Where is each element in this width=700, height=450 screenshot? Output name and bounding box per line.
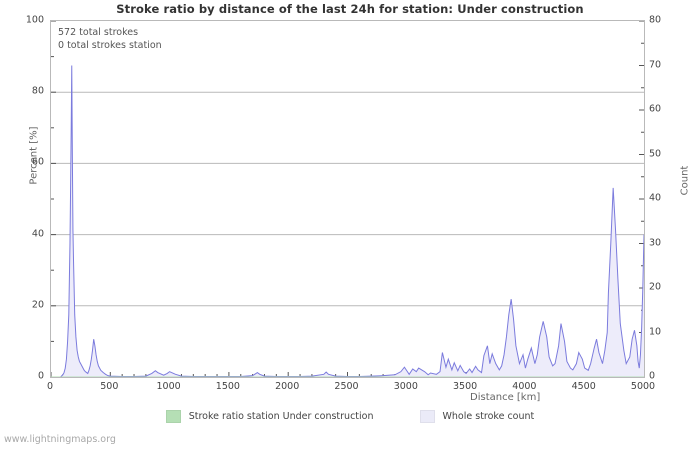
- x-tick-label: 1000: [156, 381, 181, 392]
- x-tick-label: 500: [100, 381, 119, 392]
- plot-area: [50, 20, 645, 378]
- y-tick-label-right: 60: [649, 103, 662, 115]
- x-tick-label: 4000: [512, 381, 537, 392]
- y-tick-label-left: 60: [31, 156, 44, 168]
- x-tick-label: 1500: [215, 381, 240, 392]
- x-tick-label: 4500: [571, 381, 596, 392]
- y-tick-label-left: 20: [31, 299, 44, 311]
- y-tick-label-right: 30: [649, 237, 662, 248]
- legend-stroke-ratio[interactable]: Stroke ratio station Under construction: [165, 410, 374, 423]
- annotation-total-strokes-station: 0 total strokes station: [58, 40, 162, 51]
- series-line-whole-stroke-count: [51, 65, 644, 377]
- y-tick-label-right: 40: [649, 192, 662, 204]
- y-tick-label-left: 80: [31, 85, 44, 97]
- y-axis-right-title: Count: [679, 165, 691, 196]
- legend-whole-stroke-count[interactable]: Whole stroke count: [419, 410, 535, 423]
- x-axis-title: Distance [km]: [470, 392, 541, 403]
- y-tick-label-right: 10: [649, 326, 662, 337]
- y-tick-label-right: 70: [649, 59, 662, 70]
- legend-label: Whole stroke count: [442, 411, 535, 422]
- x-tick-label: 2000: [275, 381, 300, 392]
- series-area-whole-stroke-count: [51, 65, 644, 377]
- chart-legend: Stroke ratio station Under construction W…: [0, 410, 700, 423]
- x-tick-label: 2500: [334, 381, 359, 392]
- plot-svg: [51, 21, 644, 377]
- y-tick-label-left: 0: [37, 370, 44, 382]
- legend-label: Stroke ratio station Under construction: [188, 411, 374, 422]
- y-axis-left-title: Percent [%]: [28, 126, 40, 185]
- chart-title: Stroke ratio by distance of the last 24h…: [116, 2, 584, 16]
- annotation-total-strokes: 572 total strokes: [58, 27, 139, 38]
- legend-swatch: [419, 410, 435, 423]
- y-tick-label-right: 80: [649, 14, 662, 26]
- footer-attribution: www.lightningmaps.org: [4, 434, 116, 445]
- y-tick-label-right: 0: [649, 370, 656, 382]
- x-tick-label: 3500: [453, 381, 478, 392]
- legend-swatch: [165, 410, 181, 423]
- x-tick-label: 0: [46, 381, 54, 392]
- y-tick-label-right: 50: [649, 148, 662, 159]
- x-tick-label: 5000: [630, 381, 656, 392]
- y-tick-label-left: 40: [31, 228, 44, 240]
- y-tick-label-left: 100: [25, 14, 44, 26]
- y-tick-label-right: 20: [649, 281, 662, 293]
- x-tick-label: 3000: [393, 381, 418, 392]
